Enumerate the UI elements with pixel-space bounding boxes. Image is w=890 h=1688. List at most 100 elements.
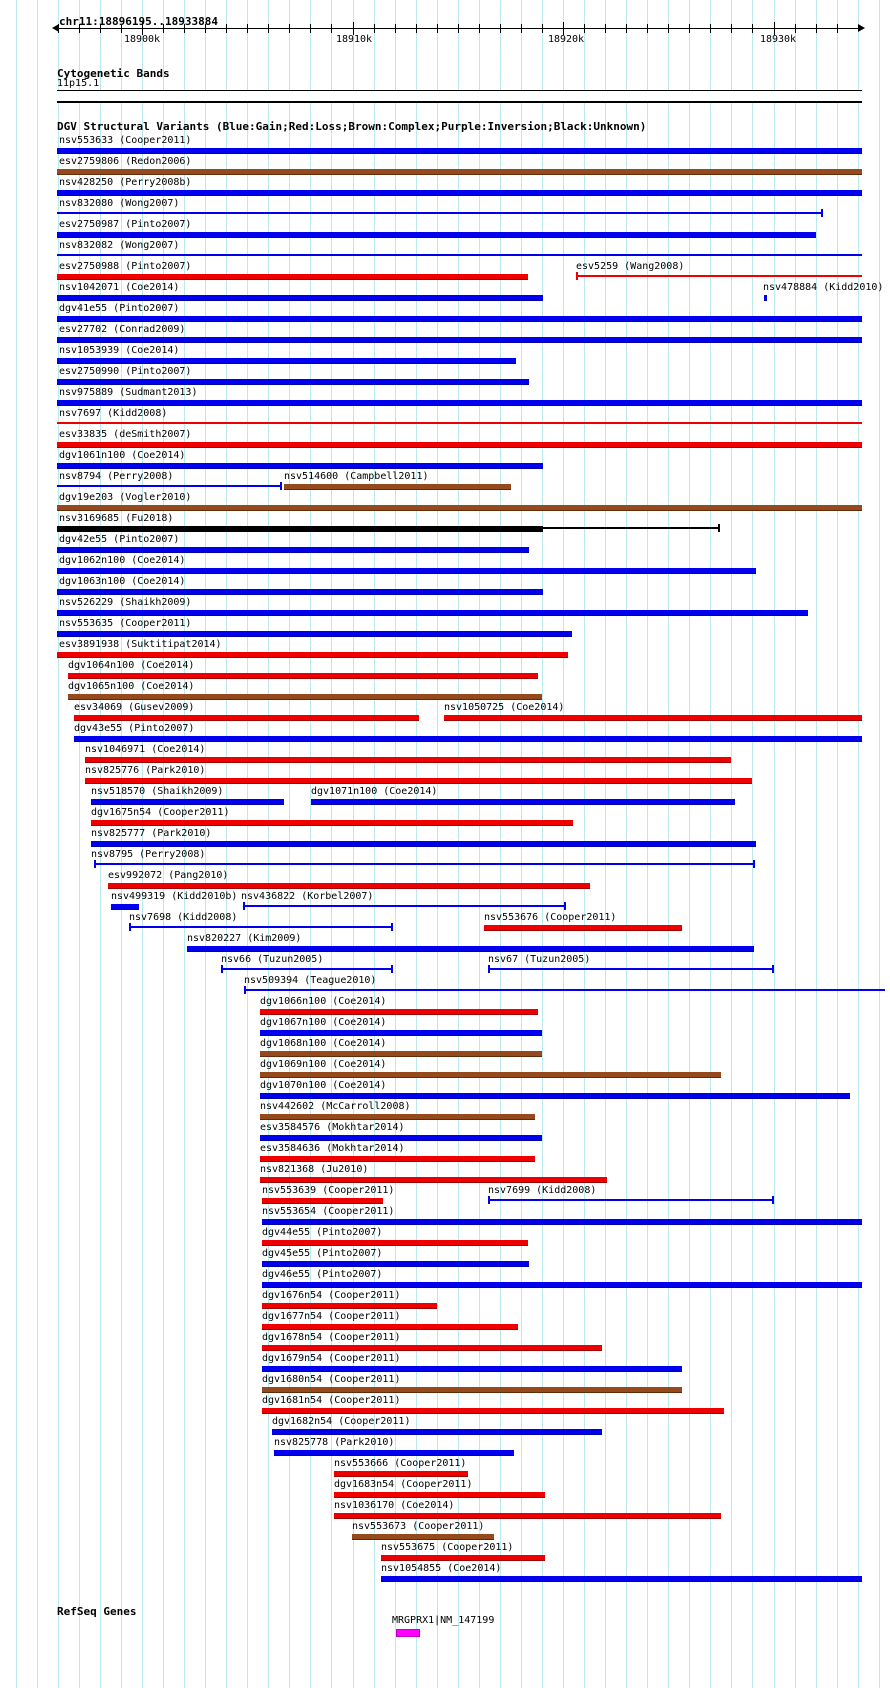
variant-range-line[interactable] (243, 905, 565, 907)
variant-bar[interactable] (262, 1345, 602, 1351)
variant-bar[interactable] (57, 610, 808, 616)
variant-bar[interactable] (57, 295, 543, 301)
variant-label: nsv553639 (Cooper2011) (262, 1185, 395, 1196)
variant-bar[interactable] (262, 1324, 518, 1330)
variant-bar[interactable] (108, 883, 590, 889)
variant-range-line[interactable] (57, 485, 281, 487)
gene-bar[interactable] (396, 1629, 420, 1637)
variant-bar[interactable] (444, 715, 862, 721)
variant-bar[interactable] (57, 190, 862, 196)
variant-bar[interactable] (311, 799, 735, 805)
variant-bar[interactable] (262, 1240, 528, 1246)
variant-bar[interactable] (57, 526, 543, 532)
variant-bar[interactable] (262, 1261, 529, 1267)
variant-bar[interactable] (260, 1135, 542, 1141)
variant-range-line[interactable] (488, 1199, 773, 1201)
variant-bar[interactable] (381, 1555, 545, 1561)
variant-label: nsv3169685 (Fu2018) (59, 513, 174, 524)
variant-label: esv2750988 (Pinto2007) (59, 261, 192, 272)
variant-range-line[interactable] (57, 422, 862, 424)
range-end-tick (772, 965, 774, 973)
variant-label: esv5259 (Wang2008) (576, 261, 685, 272)
variant-bar[interactable] (260, 1030, 542, 1036)
range-end-tick (576, 272, 578, 280)
variant-bar[interactable] (74, 736, 862, 742)
variant-range-line[interactable] (57, 254, 862, 256)
variant-bar[interactable] (262, 1387, 682, 1393)
variant-label: esv992072 (Pang2010) (108, 870, 229, 881)
variant-bar[interactable] (57, 547, 529, 553)
variant-range-line[interactable] (57, 212, 822, 214)
variant-bar[interactable] (272, 1429, 602, 1435)
variant-label: dgv1066n100 (Coe2014) (260, 996, 387, 1007)
variant-bar[interactable] (57, 337, 862, 343)
variant-bar[interactable] (274, 1450, 514, 1456)
variant-range-line[interactable] (221, 968, 392, 970)
variant-bar[interactable] (57, 232, 816, 238)
variant-bar[interactable] (57, 400, 862, 406)
variant-bar[interactable] (352, 1534, 494, 1540)
variant-bar[interactable] (260, 1051, 542, 1057)
variant-bar[interactable] (91, 799, 284, 805)
variant-label: dgv19e203 (Vogler2010) (59, 492, 192, 503)
variant-bar[interactable] (334, 1513, 721, 1519)
variant-bar[interactable] (57, 148, 862, 154)
ruler-minor-tick (710, 24, 712, 33)
variant-bar[interactable] (262, 1198, 383, 1204)
variant-bar[interactable] (262, 1282, 862, 1288)
range-end-tick (821, 209, 823, 217)
variant-label: esv3891938 (Suktitipat2014) (59, 639, 222, 650)
variant-bar[interactable] (111, 904, 139, 910)
variant-bar[interactable] (74, 715, 419, 721)
cytoband-bar[interactable] (57, 90, 862, 103)
variant-bar[interactable] (260, 1072, 721, 1078)
variant-bar[interactable] (91, 841, 756, 847)
variant-range-line[interactable] (129, 926, 392, 928)
gridline (15, 0, 17, 1688)
variant-bar[interactable] (262, 1303, 437, 1309)
variant-label: nsv442602 (McCarroll2008) (260, 1101, 411, 1112)
variant-bar[interactable] (484, 925, 682, 931)
variant-bar[interactable] (57, 463, 543, 469)
variant-bar[interactable] (334, 1471, 468, 1477)
variant-bar[interactable] (57, 442, 862, 448)
variant-bar[interactable] (85, 757, 731, 763)
variant-bar[interactable] (381, 1576, 862, 1582)
variant-bar[interactable] (57, 379, 529, 385)
variant-bar[interactable] (262, 1366, 682, 1372)
variant-bar[interactable] (260, 1093, 850, 1099)
range-end-tick (488, 965, 490, 973)
variant-bar[interactable] (57, 358, 516, 364)
variant-bar[interactable] (57, 505, 862, 511)
variant-bar[interactable] (260, 1114, 535, 1120)
variant-bar[interactable] (57, 631, 572, 637)
variant-bar[interactable] (57, 274, 528, 280)
variant-range-line[interactable] (543, 527, 719, 529)
variant-range-line[interactable] (576, 275, 862, 277)
variant-bar[interactable] (764, 295, 767, 301)
variant-bar[interactable] (57, 169, 862, 175)
gridline (36, 0, 38, 1688)
variant-bar[interactable] (57, 568, 756, 574)
variant-range-line[interactable] (488, 968, 773, 970)
variant-bar[interactable] (284, 484, 511, 490)
variant-range-line[interactable] (94, 863, 754, 865)
variant-bar[interactable] (187, 946, 754, 952)
variant-bar[interactable] (68, 694, 542, 700)
variant-bar[interactable] (262, 1408, 724, 1414)
variant-bar[interactable] (57, 316, 862, 322)
variant-bar[interactable] (85, 778, 752, 784)
variant-bar[interactable] (262, 1219, 862, 1225)
variant-bar[interactable] (260, 1009, 538, 1015)
variant-label: dgv1680n54 (Cooper2011) (262, 1374, 401, 1385)
variant-bar[interactable] (260, 1177, 607, 1183)
variant-bar[interactable] (260, 1156, 535, 1162)
variant-bar[interactable] (57, 652, 568, 658)
variant-bar[interactable] (68, 673, 538, 679)
variant-bar[interactable] (57, 589, 543, 595)
variant-bar[interactable] (334, 1492, 545, 1498)
variant-range-line[interactable] (244, 989, 885, 991)
variant-bar[interactable] (91, 820, 573, 826)
ruler-minor-tick (310, 24, 312, 33)
variant-label: nsv820227 (Kim2009) (187, 933, 302, 944)
